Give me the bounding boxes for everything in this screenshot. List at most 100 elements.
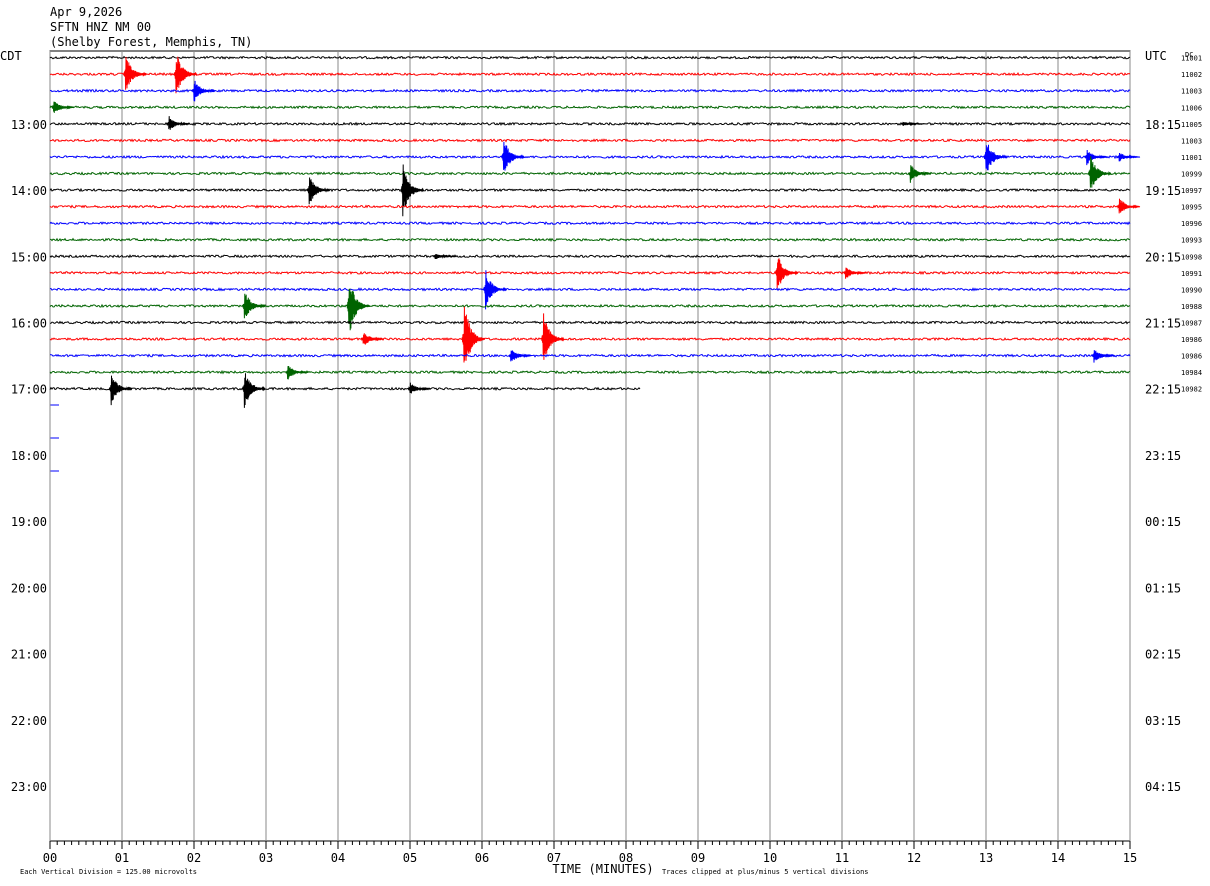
- dc-value: 11003: [1181, 88, 1202, 96]
- event: [501, 141, 525, 171]
- header-station: SFTN HNZ NM 00: [50, 20, 151, 34]
- event: [901, 121, 924, 127]
- dc-value: 10998: [1181, 253, 1202, 261]
- trace: [49, 171, 1131, 176]
- dc-value: 11001: [1181, 55, 1202, 63]
- trace: [49, 121, 1131, 127]
- y-tick-label: 18:00: [11, 449, 47, 463]
- y2-tick-label: 18:15: [1145, 118, 1181, 132]
- trace: [49, 72, 1131, 77]
- event: [360, 333, 385, 345]
- x-tick-label: 12: [907, 851, 921, 865]
- left-axis-label: CDT: [0, 49, 22, 63]
- x-tick-label: 15: [1123, 851, 1137, 865]
- event: [306, 177, 331, 205]
- y-tick-label: 22:00: [11, 714, 47, 728]
- y-tick-label: 23:00: [11, 780, 47, 794]
- dc-value: 10986: [1181, 336, 1202, 344]
- event: [432, 253, 457, 260]
- x-tick-label: 05: [403, 851, 417, 865]
- dc-value: 11006: [1181, 104, 1202, 112]
- event: [191, 80, 216, 102]
- y2-tick-label: 02:15: [1145, 648, 1181, 662]
- trace: [50, 237, 1131, 242]
- event: [1091, 350, 1116, 363]
- y-tick-label: 15:00: [11, 250, 47, 264]
- event: [108, 375, 133, 406]
- trace: [49, 220, 1131, 226]
- x-tick-label: 00: [43, 851, 57, 865]
- event: [483, 270, 507, 310]
- trace: [49, 204, 1131, 209]
- dc-value: 10991: [1181, 270, 1202, 278]
- dc-value: 10990: [1181, 286, 1202, 294]
- event: [166, 116, 190, 130]
- x-tick-label: 06: [475, 851, 489, 865]
- event: [907, 165, 932, 183]
- event: [843, 267, 867, 279]
- dc-value: 10999: [1181, 171, 1202, 179]
- y-tick-label: 19:00: [11, 515, 47, 529]
- event: [346, 288, 370, 331]
- dc-value: 11005: [1181, 121, 1202, 129]
- event: [51, 101, 75, 113]
- trace: [49, 270, 1131, 276]
- trace: [49, 353, 1131, 358]
- x-axis-label: TIME (MINUTES): [552, 862, 653, 876]
- dc-value: 10984: [1181, 369, 1202, 377]
- event: [774, 258, 799, 289]
- trace: [49, 88, 1131, 93]
- x-tick-label: 01: [115, 851, 129, 865]
- y2-tick-label: 20:15: [1145, 250, 1181, 264]
- x-tick-label: 14: [1051, 851, 1065, 865]
- dc-value: 10986: [1181, 353, 1202, 361]
- header-date: Apr 9,2026: [50, 5, 122, 19]
- x-tick-label: 13: [979, 851, 993, 865]
- event: [123, 56, 147, 90]
- x-tick-label: 07: [547, 851, 561, 865]
- x-tick-label: 03: [259, 851, 273, 865]
- event: [241, 293, 266, 319]
- event: [540, 313, 565, 360]
- trace: [49, 287, 1131, 292]
- event: [983, 144, 1008, 171]
- event: [241, 373, 266, 408]
- dc-value: 10982: [1181, 386, 1202, 394]
- trace: [49, 254, 1131, 259]
- event: [508, 350, 532, 362]
- trace: [49, 105, 1131, 110]
- y2-tick-label: 03:15: [1145, 714, 1181, 728]
- right-axis-label: UTC: [1145, 49, 1167, 63]
- y-tick-label: 13:00: [11, 118, 47, 132]
- dc-value: 10993: [1181, 237, 1202, 245]
- y-tick-label: 21:00: [11, 648, 47, 662]
- x-tick-label: 10: [763, 851, 777, 865]
- plot-frame: [49, 50, 1131, 842]
- y2-tick-label: 01:15: [1145, 581, 1181, 595]
- event: [1116, 152, 1141, 162]
- event: [285, 365, 309, 380]
- trace: [49, 138, 1131, 143]
- x-tick-label: 08: [619, 851, 633, 865]
- dc-label: DC: [1185, 51, 1193, 59]
- division-note: Each Vertical Division = 125.00 microvol…: [20, 868, 197, 876]
- dc-value: 10987: [1181, 320, 1202, 328]
- dc-value: 11002: [1181, 71, 1202, 79]
- x-tick-label: 02: [187, 851, 201, 865]
- dc-value: 10995: [1181, 204, 1202, 212]
- trace: [49, 303, 1131, 309]
- trace: [49, 55, 1131, 60]
- event: [173, 56, 198, 94]
- trace: [49, 386, 641, 391]
- clip-note: Traces clipped at plus/minus 5 vertical …: [662, 868, 869, 876]
- y2-tick-label: 23:15: [1145, 449, 1181, 463]
- y2-tick-label: 00:15: [1145, 515, 1181, 529]
- y-tick-label: 17:00: [11, 383, 47, 397]
- y2-tick-label: 21:15: [1145, 317, 1181, 331]
- y2-tick-label: 04:15: [1145, 780, 1181, 794]
- x-tick-label: 09: [691, 851, 705, 865]
- trace: [49, 187, 1131, 193]
- event: [1116, 198, 1141, 214]
- y2-tick-label: 19:15: [1145, 184, 1181, 198]
